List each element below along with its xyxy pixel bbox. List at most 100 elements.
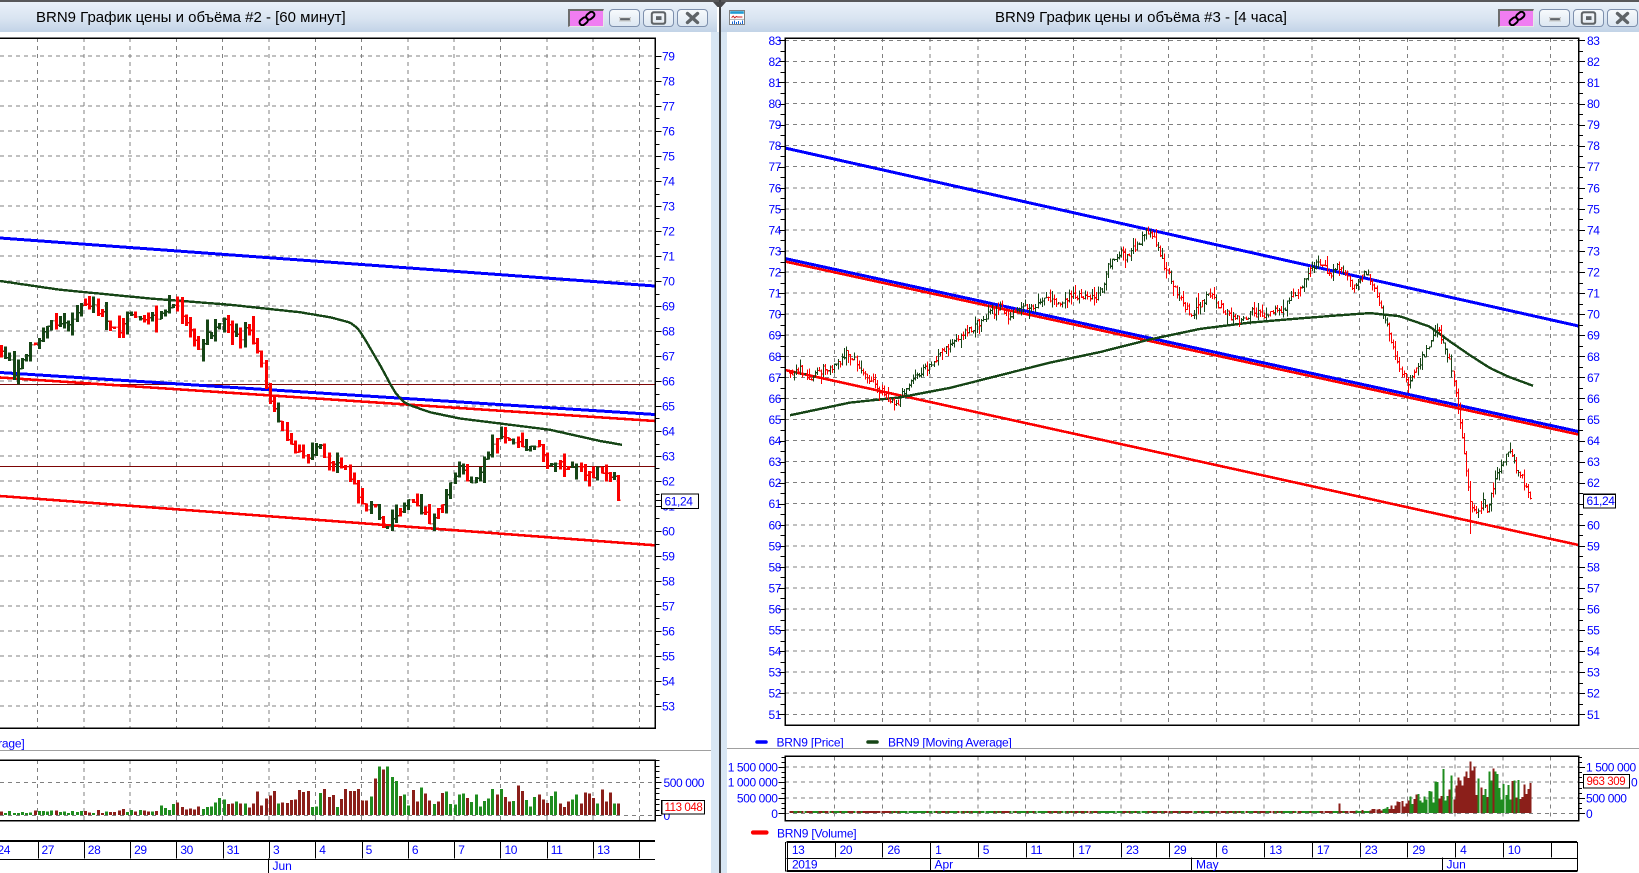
svg-text:69: 69 (1587, 329, 1600, 343)
svg-text:77: 77 (662, 100, 675, 114)
svg-text:24: 24 (0, 843, 11, 857)
svg-text:23: 23 (1365, 843, 1378, 857)
svg-text:28: 28 (88, 843, 101, 857)
svg-text:2019: 2019 (792, 858, 818, 872)
svg-text:60: 60 (1587, 518, 1600, 532)
svg-text:54: 54 (768, 645, 781, 659)
svg-text:53: 53 (662, 700, 675, 714)
svg-text:69: 69 (662, 300, 675, 314)
svg-text:56: 56 (1587, 603, 1600, 617)
svg-text:52: 52 (1587, 687, 1600, 701)
svg-text:68: 68 (768, 350, 781, 364)
svg-text:58: 58 (768, 560, 781, 574)
svg-text:26: 26 (887, 843, 900, 857)
svg-text:53: 53 (1587, 666, 1600, 680)
svg-text:73: 73 (1587, 245, 1600, 259)
svg-text:78: 78 (768, 139, 781, 153)
svg-text:55: 55 (768, 624, 781, 638)
svg-text:72: 72 (662, 225, 675, 239)
svg-text:55: 55 (662, 650, 675, 664)
svg-text:31: 31 (227, 843, 240, 857)
svg-text:64: 64 (662, 425, 675, 439)
svg-text:4: 4 (1460, 843, 1467, 857)
svg-text:79: 79 (768, 118, 781, 132)
svg-text:61: 61 (768, 497, 781, 511)
svg-text:29: 29 (1174, 843, 1187, 857)
svg-text:73: 73 (768, 245, 781, 259)
svg-text:64: 64 (768, 434, 781, 448)
svg-text:BRN9 [Volume]: BRN9 [Volume] (777, 827, 856, 841)
svg-text:963 309: 963 309 (1587, 776, 1626, 788)
svg-text:4: 4 (319, 843, 326, 857)
svg-text:71: 71 (1587, 287, 1600, 301)
svg-text:27: 27 (42, 843, 55, 857)
svg-text:500 000: 500 000 (737, 791, 778, 805)
svg-text:13: 13 (792, 843, 805, 857)
svg-text:59: 59 (662, 550, 675, 564)
svg-text:74: 74 (1587, 223, 1600, 237)
svg-text:76: 76 (768, 181, 781, 195)
svg-text:BRN9 [Moving Average]: BRN9 [Moving Average] (888, 736, 1012, 750)
svg-text:62: 62 (662, 475, 675, 489)
svg-text:57: 57 (662, 600, 675, 614)
svg-text:72: 72 (1587, 266, 1600, 280)
svg-text:74: 74 (662, 175, 675, 189)
svg-text:70: 70 (1587, 308, 1600, 322)
svg-text:17: 17 (1317, 843, 1330, 857)
svg-text:75: 75 (1587, 202, 1600, 216)
svg-text:77: 77 (768, 160, 781, 174)
svg-text:56: 56 (768, 603, 781, 617)
svg-text:70: 70 (662, 275, 675, 289)
svg-text:6: 6 (412, 843, 419, 857)
svg-text:29: 29 (134, 843, 147, 857)
svg-text:May: May (1196, 858, 1219, 872)
svg-text:54: 54 (1587, 645, 1600, 659)
svg-text:500 000: 500 000 (1586, 791, 1627, 805)
svg-text:1 000 000: 1 000 000 (728, 776, 779, 790)
svg-text:61,24: 61,24 (1587, 494, 1616, 508)
svg-text:75: 75 (768, 202, 781, 216)
svg-text:Apr: Apr (935, 858, 954, 872)
svg-text:76: 76 (1587, 181, 1600, 195)
svg-text:23: 23 (1126, 843, 1139, 857)
svg-text:71: 71 (768, 287, 781, 301)
svg-text:69: 69 (768, 329, 781, 343)
svg-text:80: 80 (1587, 97, 1600, 111)
svg-text:20: 20 (840, 843, 853, 857)
svg-text:58: 58 (1587, 560, 1600, 574)
svg-text:BRN9 [Moving Average]: BRN9 [Moving Average] (0, 737, 25, 751)
svg-text:54: 54 (662, 675, 675, 689)
svg-text:58: 58 (662, 575, 675, 589)
svg-text:65: 65 (768, 413, 781, 427)
svg-text:10: 10 (1508, 843, 1521, 857)
svg-text:72: 72 (768, 266, 781, 280)
svg-text:71: 71 (662, 250, 675, 264)
svg-text:68: 68 (1587, 350, 1600, 364)
svg-text:74: 74 (768, 223, 781, 237)
svg-text:77: 77 (1587, 160, 1600, 174)
svg-text:51: 51 (768, 708, 781, 722)
svg-text:Jun: Jun (1447, 858, 1466, 872)
svg-text:83: 83 (768, 34, 781, 48)
svg-text:67: 67 (662, 350, 675, 364)
svg-text:66: 66 (768, 392, 781, 406)
svg-text:67: 67 (768, 371, 781, 385)
svg-text:63: 63 (1587, 455, 1600, 469)
svg-text:67: 67 (1587, 371, 1600, 385)
svg-text:55: 55 (1587, 624, 1600, 638)
svg-text:113 048: 113 048 (665, 802, 703, 814)
svg-text:76: 76 (662, 125, 675, 139)
svg-text:500 000: 500 000 (664, 776, 705, 790)
svg-text:81: 81 (1587, 76, 1600, 90)
svg-text:61,24: 61,24 (665, 494, 694, 508)
svg-text:0: 0 (771, 807, 778, 821)
svg-text:11: 11 (551, 843, 563, 857)
svg-text:83: 83 (1587, 34, 1600, 48)
svg-text:29: 29 (1412, 843, 1425, 857)
svg-text:70: 70 (768, 308, 781, 322)
svg-text:62: 62 (1587, 476, 1600, 490)
svg-text:66: 66 (1587, 392, 1600, 406)
svg-text:65: 65 (1587, 413, 1600, 427)
svg-text:1: 1 (935, 843, 942, 857)
svg-text:56: 56 (662, 625, 675, 639)
